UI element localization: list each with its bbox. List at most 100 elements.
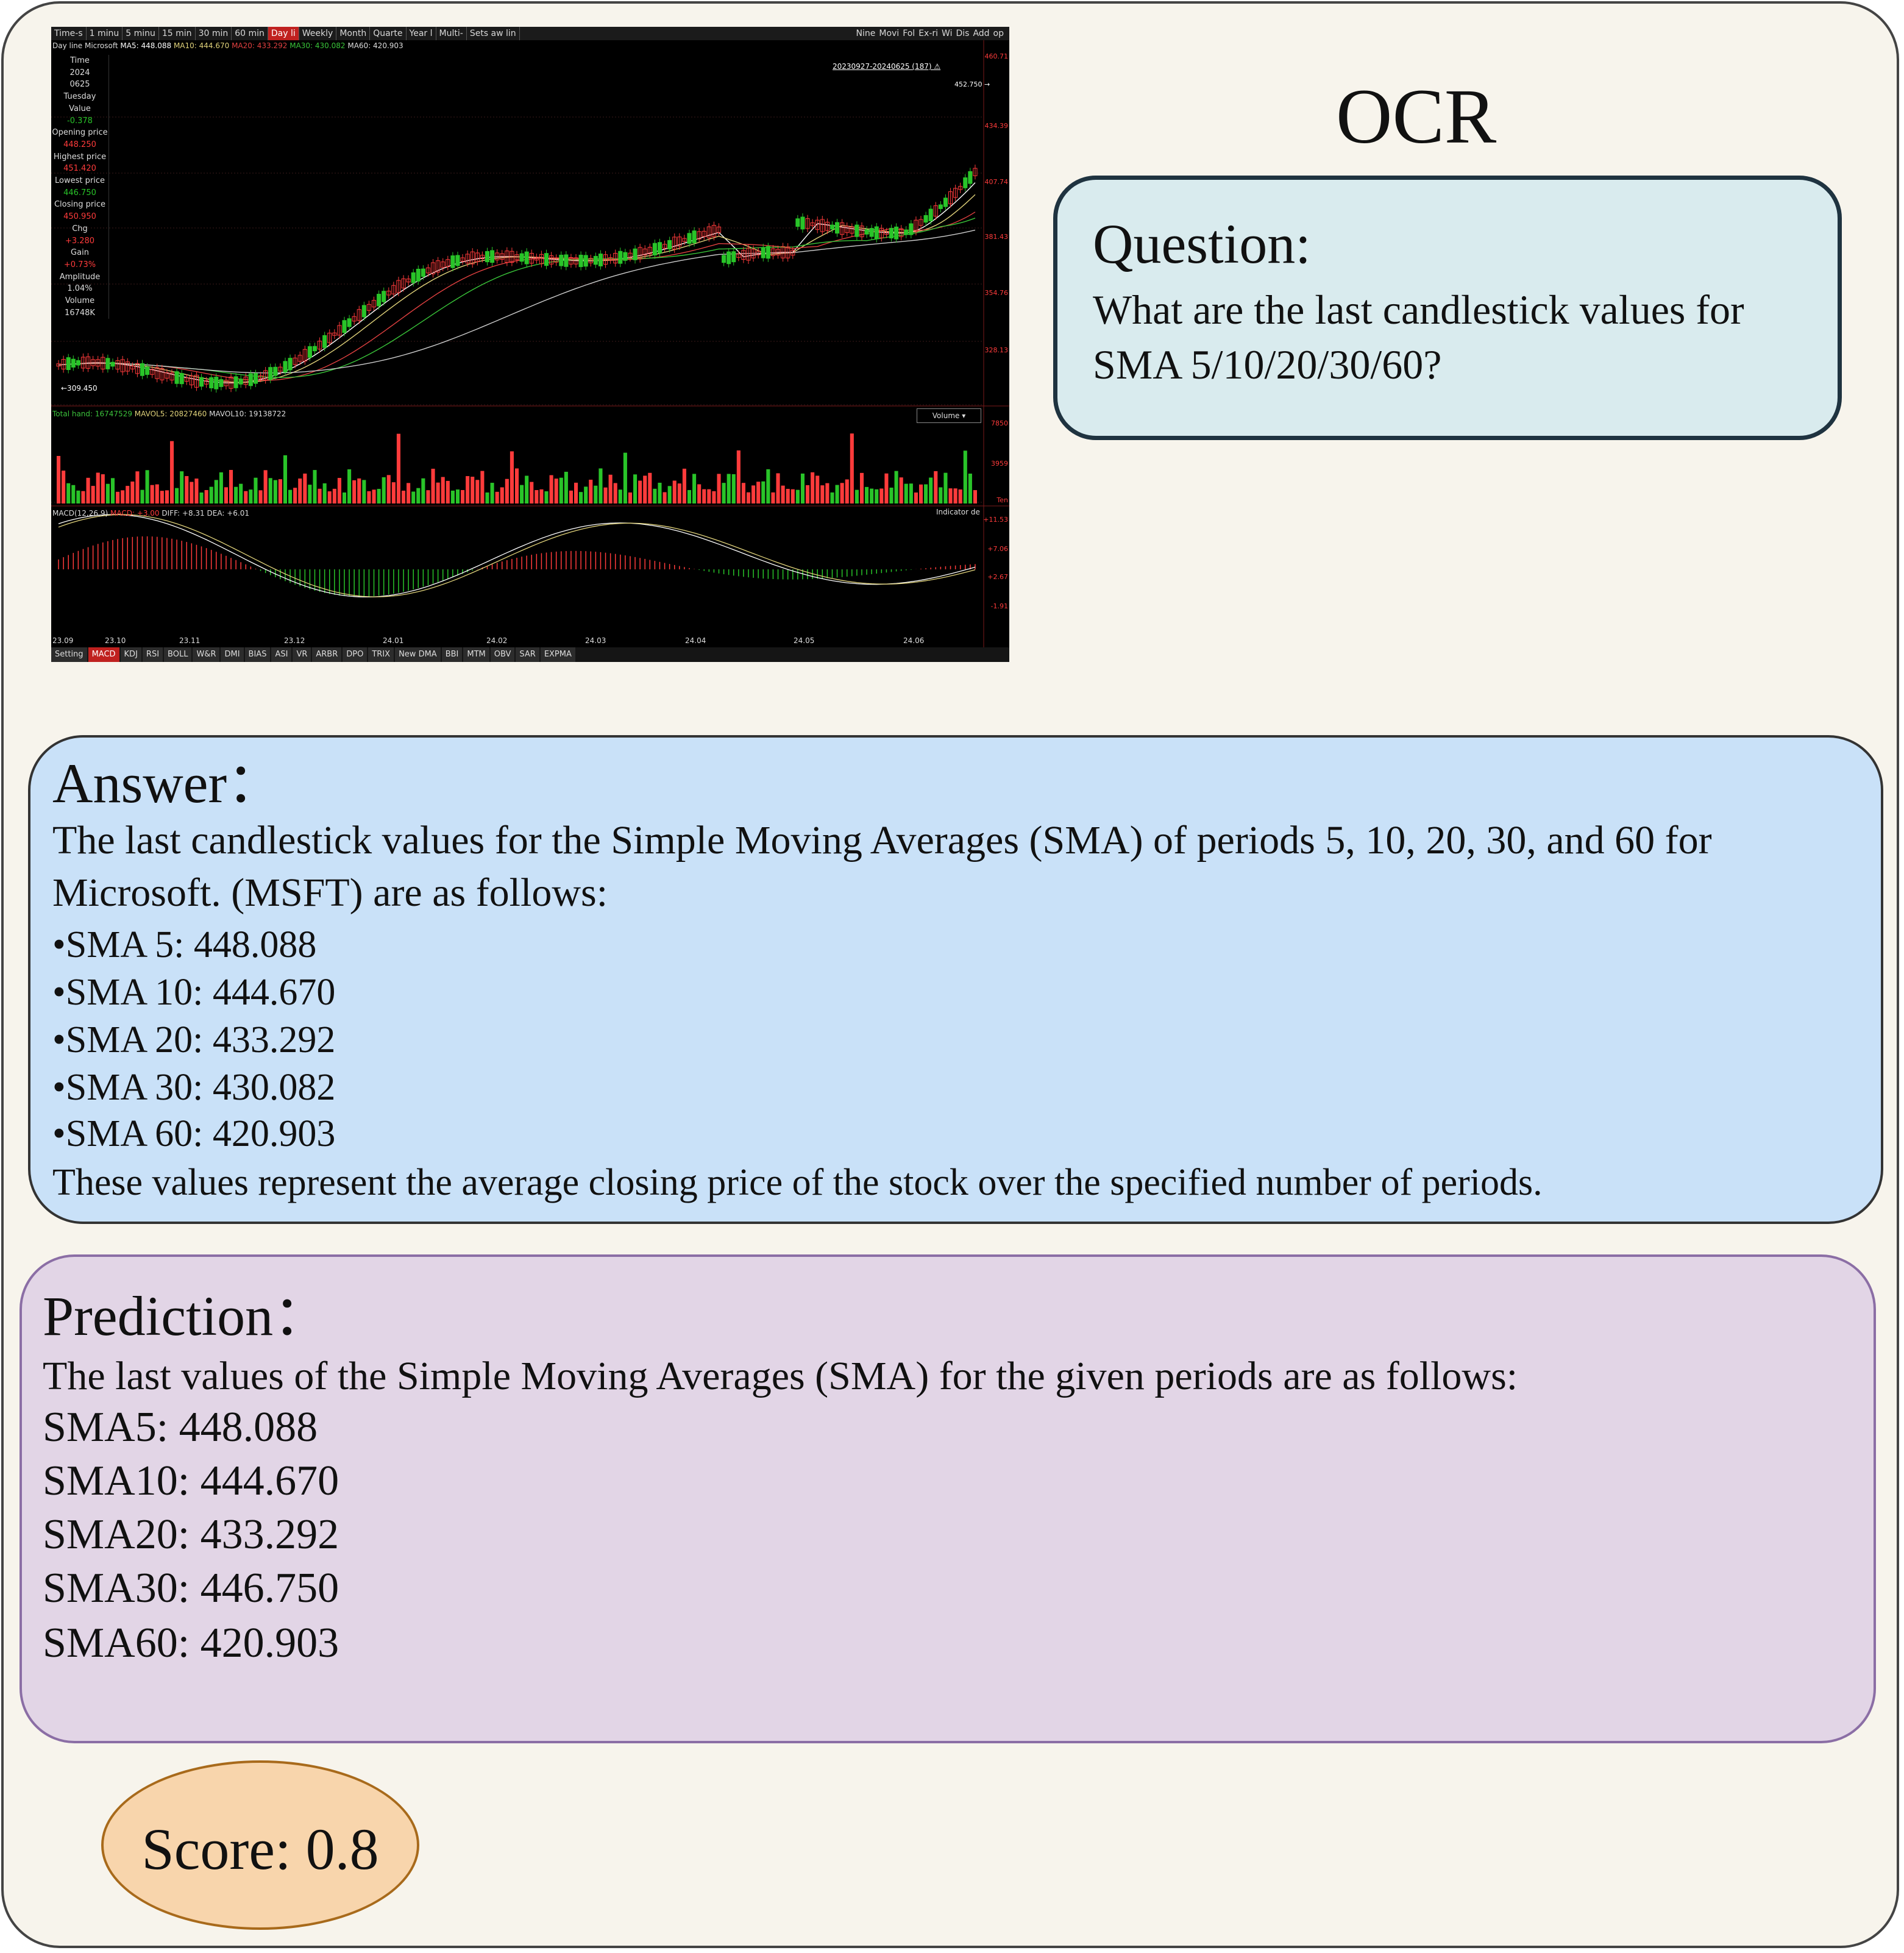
tool-follow[interactable]: Fol xyxy=(903,29,915,38)
candle-body xyxy=(786,246,790,258)
volume-bar xyxy=(283,455,288,503)
tab-15-minute[interactable]: 15 min xyxy=(159,27,196,40)
tab-dmi[interactable]: DMI xyxy=(221,647,244,662)
volume-bar xyxy=(160,491,164,503)
volume-bar xyxy=(86,477,90,503)
dea-value: DEA: +6.01 xyxy=(207,509,249,518)
candle-body xyxy=(835,222,840,234)
tool-window[interactable]: Wi xyxy=(942,29,953,38)
volume-bar xyxy=(633,474,638,503)
candle-body xyxy=(647,247,652,255)
candle-body xyxy=(741,250,746,260)
candle-body xyxy=(613,253,618,264)
tab-rsi[interactable]: RSI xyxy=(142,647,163,662)
macd-indicator xyxy=(58,514,976,598)
volume-bar xyxy=(776,473,780,503)
tab-setting[interactable]: Setting xyxy=(51,647,87,662)
moving-average-lines xyxy=(58,182,976,383)
tool-add[interactable]: Add xyxy=(973,29,990,38)
tab-multi[interactable]: Multi- xyxy=(436,27,467,40)
tab-vr[interactable]: VR xyxy=(293,647,311,662)
volume-bar xyxy=(500,487,504,503)
tab-weekly[interactable]: Weekly xyxy=(299,27,337,40)
date-range-label[interactable]: 20230927-20240625 (187) ⚠ xyxy=(833,62,941,71)
candle-body xyxy=(805,218,810,229)
volume-dropdown[interactable]: Volume ▾ xyxy=(917,408,981,423)
volume-bar xyxy=(726,474,731,503)
volume-bar xyxy=(411,491,416,503)
volume-bar xyxy=(884,473,889,503)
tab-new-dma[interactable]: New DMA xyxy=(395,647,441,662)
candle-body xyxy=(194,374,199,388)
volume-bar xyxy=(219,472,223,503)
candle-body xyxy=(76,360,80,366)
volume-bar xyxy=(672,480,677,503)
volume-bar xyxy=(229,469,233,503)
volume-bar xyxy=(914,492,918,503)
tab-30-minute[interactable]: 30 min xyxy=(196,27,232,40)
diff-value: DIFF: +8.31 xyxy=(162,509,205,518)
gain-label: Gain xyxy=(71,248,89,258)
candle-body xyxy=(386,290,391,296)
tab-trix[interactable]: TRIX xyxy=(368,647,394,662)
tab-bias[interactable]: BIAS xyxy=(244,647,271,662)
volume-bar xyxy=(939,487,943,503)
candle-body xyxy=(263,370,268,380)
tab-month[interactable]: Month xyxy=(336,27,371,40)
tab-macd[interactable]: MACD xyxy=(88,647,119,662)
volume-bar xyxy=(313,470,317,503)
tab-quarter[interactable]: Quarte xyxy=(370,27,407,40)
right-toolbar: Nine Movi Fol Ex-ri Wi Dis Add op xyxy=(854,27,1006,40)
tab-expma[interactable]: EXPMA xyxy=(540,647,575,662)
volume-bar xyxy=(101,474,105,503)
tab-kdj[interactable]: KDJ xyxy=(120,647,141,662)
volume-bar xyxy=(66,483,71,503)
ma30-line xyxy=(58,218,976,379)
volume-bar xyxy=(924,484,928,503)
score-badge: Score: 0.8 xyxy=(101,1760,419,1930)
candle-body xyxy=(169,372,174,381)
tab-mtm[interactable]: MTM xyxy=(463,647,489,662)
candle-body xyxy=(697,231,702,240)
candle-body xyxy=(923,215,928,223)
tab-boll[interactable]: BOLL xyxy=(164,647,192,662)
tool-options[interactable]: op xyxy=(993,29,1004,38)
tool-nine[interactable]: Nine xyxy=(856,29,876,38)
chg-label: Chg xyxy=(72,224,88,233)
candle-body xyxy=(820,219,825,232)
candlesticks xyxy=(56,165,978,393)
tool-display[interactable]: Dis xyxy=(956,29,970,38)
volume-bar xyxy=(953,488,957,503)
tab-60-minute[interactable]: 60 min xyxy=(232,27,268,40)
tool-ex-rights[interactable]: Ex-ri xyxy=(918,29,939,38)
volume-bar xyxy=(702,489,706,503)
volume-bar xyxy=(756,482,761,503)
indicator-label[interactable]: Indicator de xyxy=(936,508,980,516)
volume-bar xyxy=(91,486,95,503)
answer-item: •SMA 20: 433.292 xyxy=(52,1019,336,1061)
tab-obv[interactable]: OBV xyxy=(490,647,515,662)
tab-bbi[interactable]: BBI xyxy=(441,647,463,662)
tab-wr[interactable]: W&R xyxy=(193,647,220,662)
tab-sets[interactable]: Sets aw lin xyxy=(467,27,520,40)
candle-body xyxy=(593,255,598,265)
volume-bar xyxy=(298,478,302,503)
volume-bar xyxy=(372,489,376,503)
candle-body xyxy=(155,367,160,379)
tab-asi[interactable]: ASI xyxy=(271,647,292,662)
tab-year[interactable]: Year l xyxy=(407,27,436,40)
volume-bar xyxy=(510,451,514,503)
candle-body xyxy=(510,251,514,263)
tab-time-sharing[interactable]: Time-s xyxy=(51,27,87,40)
volume-bar xyxy=(618,489,622,503)
tab-day-line[interactable]: Day li xyxy=(268,27,299,40)
tab-sar[interactable]: SAR xyxy=(516,647,539,662)
volume-bar xyxy=(579,492,583,503)
tab-arbr[interactable]: ARBR xyxy=(312,647,342,662)
tab-1-minute[interactable]: 1 minu xyxy=(87,27,123,40)
tab-dpo[interactable]: DPO xyxy=(343,647,368,662)
tab-5-minute[interactable]: 5 minu xyxy=(123,27,159,40)
amplitude-label: Amplitude xyxy=(59,272,101,282)
volume-bar xyxy=(948,488,953,503)
tool-moving[interactable]: Movi xyxy=(879,29,900,38)
